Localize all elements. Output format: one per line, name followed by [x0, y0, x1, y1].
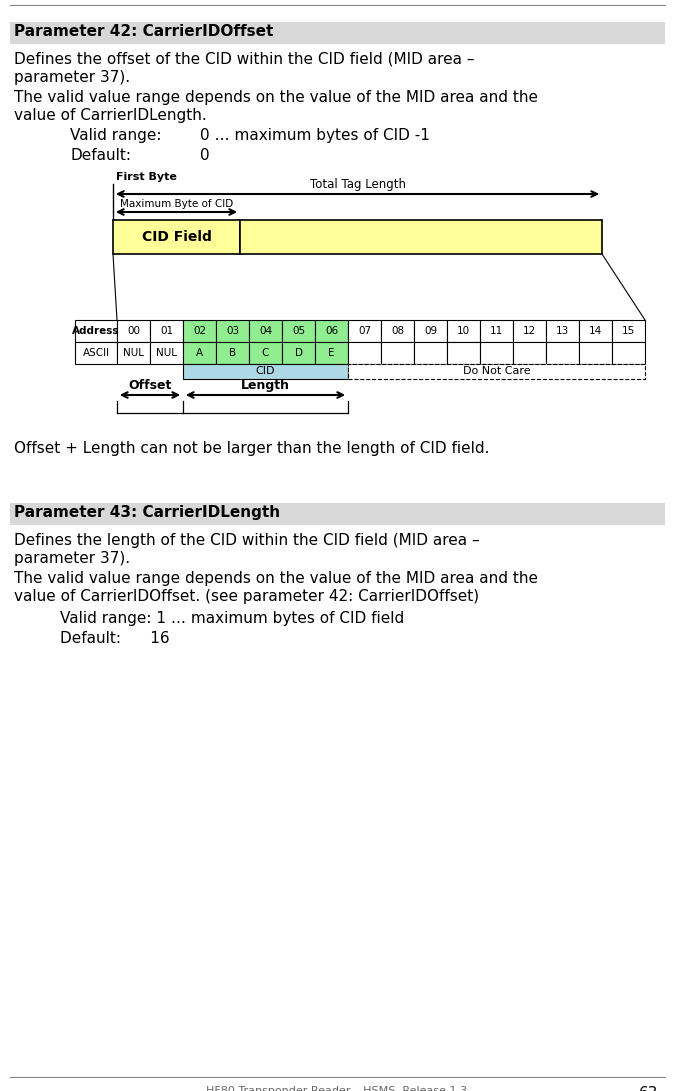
Text: Offset: Offset	[128, 379, 171, 392]
Bar	[348, 341, 381, 364]
Text: Default:: Default:	[70, 148, 131, 163]
Text: 15: 15	[622, 326, 635, 336]
Text: Parameter 42: CarrierIDOffset: Parameter 42: CarrierIDOffset	[14, 24, 273, 39]
Bar	[216, 320, 249, 341]
Text: Defines the length of the CID within the CID field (MID area –: Defines the length of the CID within the…	[14, 533, 480, 548]
Text: C: C	[262, 348, 269, 358]
Text: HF80 Transponder Reader – HSMS, Release 1.3: HF80 Transponder Reader – HSMS, Release …	[207, 1086, 468, 1091]
Bar	[315, 341, 348, 364]
Text: Do Not Care: Do Not Care	[462, 367, 531, 376]
Text: D: D	[294, 348, 302, 358]
Text: value of CarrierIDLength.: value of CarrierIDLength.	[14, 108, 207, 123]
Bar	[249, 320, 282, 341]
Text: A: A	[196, 348, 203, 358]
Text: B: B	[229, 348, 236, 358]
Text: Offset + Length can not be larger than the length of CID field.: Offset + Length can not be larger than t…	[14, 441, 489, 456]
Text: Defines the offset of the CID within the CID field (MID area –: Defines the offset of the CID within the…	[14, 52, 475, 67]
Bar	[240, 220, 602, 254]
Bar	[612, 320, 645, 341]
Text: CID: CID	[256, 367, 275, 376]
Text: 08: 08	[391, 326, 404, 336]
Bar	[249, 341, 282, 364]
Text: 12: 12	[523, 326, 536, 336]
Text: Maximum Byte of CID: Maximum Byte of CID	[120, 199, 233, 209]
Text: 0: 0	[200, 148, 210, 163]
Text: Total Tag Length: Total Tag Length	[310, 178, 406, 191]
Bar	[183, 341, 216, 364]
Text: First Byte: First Byte	[116, 172, 177, 182]
Bar	[381, 341, 414, 364]
Bar	[183, 364, 348, 379]
Bar	[348, 364, 645, 379]
Text: NUL: NUL	[156, 348, 177, 358]
Bar	[447, 341, 480, 364]
Text: 04: 04	[259, 326, 272, 336]
Bar	[348, 320, 381, 341]
Bar	[113, 220, 240, 254]
Text: 05: 05	[292, 326, 305, 336]
Bar	[381, 320, 414, 341]
Bar	[75, 320, 117, 341]
Text: 02: 02	[193, 326, 206, 336]
Bar	[117, 320, 150, 341]
Bar	[480, 320, 513, 341]
Bar	[579, 320, 612, 341]
Bar	[10, 503, 665, 525]
Bar	[480, 341, 513, 364]
Bar	[117, 341, 150, 364]
Text: 00: 00	[127, 326, 140, 336]
Bar	[75, 341, 117, 364]
Bar	[579, 341, 612, 364]
Bar	[612, 341, 645, 364]
Text: 11: 11	[490, 326, 503, 336]
Text: Parameter 43: CarrierIDLength: Parameter 43: CarrierIDLength	[14, 505, 280, 520]
Bar	[150, 320, 183, 341]
Text: 09: 09	[424, 326, 437, 336]
Text: The valid value range depends on the value of the MID area and the: The valid value range depends on the val…	[14, 571, 538, 586]
Bar	[546, 320, 579, 341]
Text: NUL: NUL	[123, 348, 144, 358]
Text: Valid range: 1 … maximum bytes of CID field: Valid range: 1 … maximum bytes of CID fi…	[60, 611, 404, 626]
Bar	[282, 341, 315, 364]
Bar	[546, 341, 579, 364]
Text: Default:      16: Default: 16	[60, 631, 169, 646]
Text: 14: 14	[589, 326, 602, 336]
Text: value of CarrierIDOffset. (see parameter 42: CarrierIDOffset): value of CarrierIDOffset. (see parameter…	[14, 589, 479, 604]
Text: parameter 37).: parameter 37).	[14, 70, 130, 85]
Text: 06: 06	[325, 326, 338, 336]
Text: ASCII: ASCII	[82, 348, 109, 358]
Text: 0 … maximum bytes of CID -1: 0 … maximum bytes of CID -1	[200, 128, 430, 143]
Text: 01: 01	[160, 326, 173, 336]
Bar	[216, 341, 249, 364]
Bar	[315, 320, 348, 341]
Text: E: E	[328, 348, 335, 358]
Bar	[282, 320, 315, 341]
Text: 10: 10	[457, 326, 470, 336]
Text: 07: 07	[358, 326, 371, 336]
Bar	[150, 341, 183, 364]
Bar	[414, 320, 447, 341]
Text: Address: Address	[72, 326, 119, 336]
Bar	[447, 320, 480, 341]
Bar	[183, 320, 216, 341]
Bar	[513, 320, 546, 341]
Text: CID Field: CID Field	[142, 230, 211, 244]
Text: Length: Length	[241, 379, 290, 392]
Text: 13: 13	[556, 326, 569, 336]
Text: parameter 37).: parameter 37).	[14, 551, 130, 566]
Bar	[513, 341, 546, 364]
Text: Valid range:: Valid range:	[70, 128, 161, 143]
Text: 03: 03	[226, 326, 239, 336]
Text: The valid value range depends on the value of the MID area and the: The valid value range depends on the val…	[14, 89, 538, 105]
Text: 63: 63	[639, 1086, 658, 1091]
Bar	[10, 22, 665, 44]
Bar	[414, 341, 447, 364]
